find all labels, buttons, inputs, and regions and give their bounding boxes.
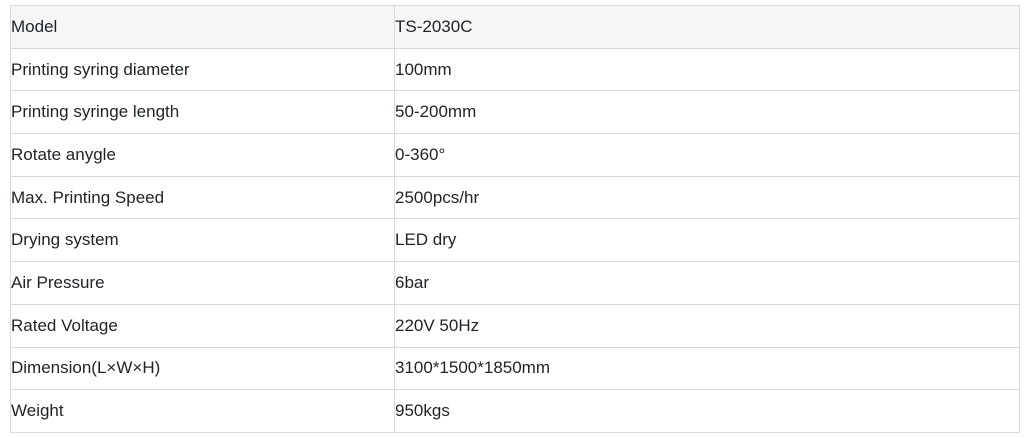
spec-label: Drying system xyxy=(10,218,395,263)
spec-value: TS-2030C xyxy=(394,5,1020,49)
spec-label: Air Pressure xyxy=(10,261,395,305)
spec-value: LED dry xyxy=(394,218,1020,263)
table-row: Model TS-2030C xyxy=(10,5,1020,49)
table-row: Weight 950kgs xyxy=(10,389,1020,433)
table-row: Air Pressure 6bar xyxy=(10,261,1020,305)
table-row: Drying system LED dry xyxy=(10,218,1020,263)
table-row: Printing syringe length 50-200mm xyxy=(10,90,1020,135)
spec-label: Weight xyxy=(10,389,395,433)
table-row: Printing syring diameter 100mm xyxy=(10,47,1020,92)
spec-label: Rated Voltage xyxy=(10,303,395,348)
spec-value: 3100*1500*1850mm xyxy=(394,346,1020,391)
spec-value: 6bar xyxy=(394,261,1020,305)
spec-value: 2500pcs/hr xyxy=(394,175,1020,220)
spec-table: Model TS-2030C Printing syring diameter … xyxy=(10,5,1020,433)
table-row: Rated Voltage 220V 50Hz xyxy=(10,303,1020,348)
spec-value: 50-200mm xyxy=(394,90,1020,135)
table-row: Rotate anygle 0-360° xyxy=(10,133,1020,177)
table-row: Max. Printing Speed 2500pcs/hr xyxy=(10,175,1020,220)
spec-value: 950kgs xyxy=(394,389,1020,433)
spec-label: Rotate anygle xyxy=(10,133,395,177)
spec-label: Model xyxy=(10,5,395,49)
spec-value: 0-360° xyxy=(394,133,1020,177)
spec-table-body: Model TS-2030C Printing syring diameter … xyxy=(10,5,1020,433)
spec-label: Dimension(L×W×H) xyxy=(10,346,395,391)
spec-value: 100mm xyxy=(394,47,1020,92)
spec-label: Printing syring diameter xyxy=(10,47,395,92)
spec-sheet: Model TS-2030C Printing syring diameter … xyxy=(10,5,1020,433)
table-row: Dimension(L×W×H) 3100*1500*1850mm xyxy=(10,346,1020,391)
spec-label: Max. Printing Speed xyxy=(10,175,395,220)
spec-value: 220V 50Hz xyxy=(394,303,1020,348)
spec-label: Printing syringe length xyxy=(10,90,395,135)
